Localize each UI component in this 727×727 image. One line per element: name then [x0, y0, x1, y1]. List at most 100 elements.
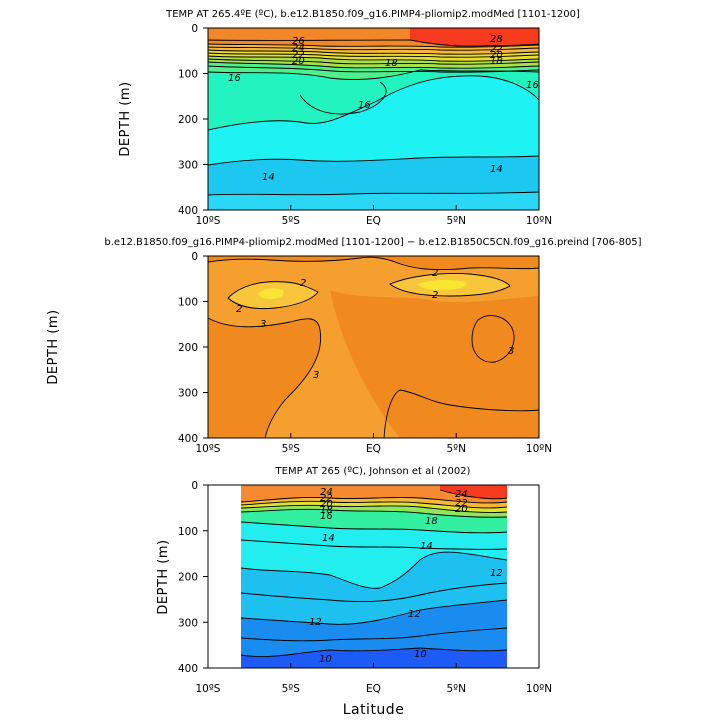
- panel-2-region-3-top: [208, 256, 539, 270]
- panel-3-ytick-400: 400: [178, 663, 198, 675]
- panel-3-label-12b: 12: [408, 609, 421, 620]
- panel-1-label-14a: 14: [262, 172, 275, 183]
- panel-2-tick-marks: [203, 255, 540, 439]
- panel-3-xtick-10s: 10ºS: [196, 683, 221, 695]
- panel-1-label-22b: 22: [490, 44, 503, 55]
- panel-1-warm-pool: [410, 28, 539, 47]
- panel-1-xtick-eq: EQ: [366, 215, 381, 227]
- panel-3-xtick-10n: 10ºN: [526, 683, 552, 695]
- panel-2-contour-labels: 2 2 2 2 3 3 3: [236, 268, 514, 381]
- panel-1-label-28: 28: [490, 34, 503, 45]
- panel-1-label-16a: 16: [228, 73, 241, 84]
- panel-3-label-14b: 14: [420, 541, 433, 552]
- panel-2-ytick-0: 0: [191, 251, 198, 263]
- panel-1-ytick-0: 0: [191, 23, 198, 35]
- panel-3-label-12c: 12: [309, 617, 322, 628]
- panel-3-label-10a: 10: [319, 654, 332, 665]
- panel-3-contours: [241, 489, 507, 658]
- panel-2-ytick-200: 200: [178, 342, 198, 354]
- panel-3-ytick-0: 0: [191, 480, 198, 492]
- panel-3-label-22b: 22: [455, 498, 468, 509]
- panel-1-ytick-100: 100: [178, 69, 198, 81]
- panel-1-label-20b: 20: [490, 50, 503, 61]
- panel-3-label-12a: 12: [490, 568, 503, 579]
- panel-3-xlabel: Latitude: [343, 702, 405, 718]
- panel-3-ylabel: DEPTH (m): [156, 539, 171, 614]
- panel-3-ytick-300: 300: [178, 617, 198, 629]
- panel-3-warm-pool: [440, 485, 507, 499]
- panel-3-xtick-5s: 5ºS: [282, 683, 301, 695]
- panel-1: TEMP AT 265.4ºE (ºC), b.e12.B1850.f09_g1…: [118, 9, 580, 227]
- panel-1-label-16b: 16: [358, 100, 371, 111]
- panel-2-label-3a: 3: [260, 319, 266, 330]
- panel-3-label-22: 22: [320, 493, 333, 504]
- panel-1-title: TEMP AT 265.4ºE (ºC), b.e12.B1850.f09_g1…: [165, 9, 580, 20]
- panel-2-region-3-lower: [330, 290, 539, 438]
- panel-1-fill: [208, 28, 539, 210]
- panel-3-label-10b: 10: [414, 649, 427, 660]
- panel-2-xtick-10n: 10ºN: [526, 443, 552, 455]
- panel-3-label-20: 20: [320, 499, 333, 510]
- panel-2-xtick-10s: 10ºS: [196, 443, 221, 455]
- panel-2-xtick-eq: EQ: [366, 443, 381, 455]
- panel-1-label-18: 18: [385, 58, 398, 69]
- panel-2-label-2d: 2: [432, 290, 438, 301]
- panel-1-label-24: 24: [292, 43, 305, 54]
- panel-1-ytick-400: 400: [178, 205, 198, 217]
- panel-2-ytick-100: 100: [178, 297, 198, 309]
- panel-3-tick-marks: [203, 484, 540, 669]
- panel-1-contours: [208, 39, 539, 196]
- panel-2-contours: [208, 256, 539, 438]
- panel-1-label-16c: 16: [526, 80, 539, 91]
- panel-3-label-24b: 24: [455, 489, 468, 500]
- panel-2-label-2b: 2: [236, 304, 242, 315]
- panel-2-title: b.e12.B1850.f09_g16.PIMP4-pliomip2.modMe…: [104, 237, 641, 248]
- panel-1-ytick-200: 200: [178, 114, 198, 126]
- panel-1-label-14b: 14: [490, 164, 503, 175]
- panel-3-ytick-200: 200: [178, 572, 198, 584]
- panel-1-ylabel: DEPTH (m): [118, 81, 133, 156]
- panel-3-label-18: 18: [320, 505, 333, 516]
- panel-2-label-2a: 2: [300, 278, 306, 289]
- panel-2-axes: 0 100 200 300 400 10ºS 5ºS EQ 5ºN 10ºN D…: [46, 251, 552, 455]
- panel-1-xtick-5s: 5ºS: [282, 215, 301, 227]
- panel-3-label-14a: 14: [322, 533, 335, 544]
- panel-2-label-2c: 2: [432, 268, 438, 279]
- panel-1-label-18b: 18: [490, 56, 503, 67]
- panel-2-region-3-main: [208, 318, 321, 438]
- panel-1-contour-labels: 26 24 22 20 18 16 16 16 14 14 28 22 20 1…: [228, 34, 539, 183]
- panel-1-xtick-10s: 10ºS: [196, 215, 221, 227]
- panel-2-ytick-400: 400: [178, 433, 198, 445]
- panel-3-label-20b: 20: [455, 504, 468, 515]
- panel-3-xtick-5n: 5ºN: [447, 683, 466, 695]
- panel-2: b.e12.B1850.f09_g16.PIMP4-pliomip2.modMe…: [46, 237, 642, 455]
- panel-2-ylabel: DEPTH (m): [46, 309, 61, 384]
- panel-2-xtick-5s: 5ºS: [282, 443, 301, 455]
- panel-1-axes: 0 100 200 300 400 10ºS 5ºS EQ 5ºN 10ºN D…: [118, 23, 552, 227]
- panel-3-contour-labels: 24 22 20 18 16 14 14 12 12 12 10 10 24 2…: [309, 487, 503, 665]
- panel-2-label-3b: 3: [313, 370, 319, 381]
- panel-1-label-22: 22: [292, 50, 305, 61]
- panel-3-label-24: 24: [320, 487, 333, 498]
- panel-2-ytick-300: 300: [178, 388, 198, 400]
- panel-1-label-20: 20: [292, 56, 305, 67]
- panel-3-label-18b: 18: [425, 516, 438, 527]
- panel-2-region-1-right: [418, 279, 467, 290]
- panel-1-label-26: 26: [292, 36, 305, 47]
- panel-1-tick-marks: [203, 27, 540, 211]
- panel-3-band-10: [241, 648, 507, 668]
- panel-1-ytick-300: 300: [178, 160, 198, 172]
- panel-3-axes: 0 100 200 300 400 10ºS 5ºS EQ 5ºN 10ºN D…: [156, 480, 552, 718]
- panel-2-fill: [208, 256, 539, 438]
- panel-3: TEMP AT 265 (ºC), Johnson et al (2002): [156, 466, 552, 718]
- panel-1-xtick-5n: 5ºN: [447, 215, 466, 227]
- panel-3-label-16: 16: [320, 511, 333, 522]
- panel-2-xtick-5n: 5ºN: [447, 443, 466, 455]
- panel-2-region-1-left: [258, 288, 284, 299]
- panel-2-label-3c: 3: [508, 346, 514, 357]
- panel-3-xtick-eq: EQ: [366, 683, 381, 695]
- panel-1-xtick-10n: 10ºN: [526, 215, 552, 227]
- panel-3-ytick-100: 100: [178, 526, 198, 538]
- panel-3-title: TEMP AT 265 (ºC), Johnson et al (2002): [275, 466, 471, 477]
